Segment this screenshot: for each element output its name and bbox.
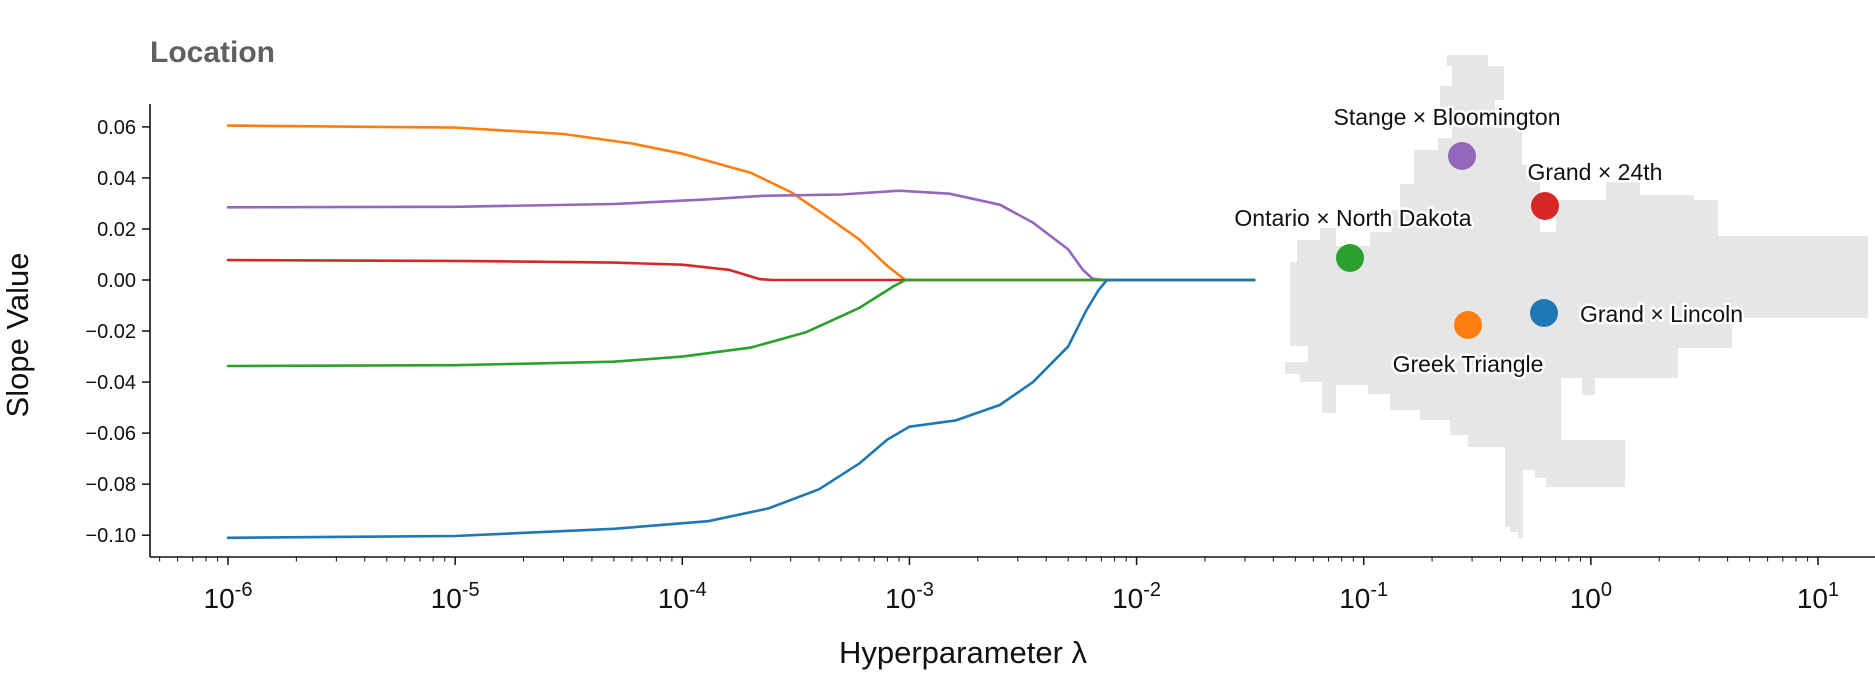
- x-tick-label: 101: [1797, 579, 1839, 614]
- location-label-ontario-north-dakota: Ontario × North Dakota: [1234, 205, 1471, 231]
- location-marker-grand-lincoln: [1530, 299, 1558, 327]
- chart-title: Location: [150, 36, 275, 69]
- y-tick-label: −0.02: [85, 321, 136, 343]
- x-axis-label: Hyperparameter λ: [839, 635, 1088, 670]
- y-tick-label: −0.06: [85, 423, 136, 445]
- location-label-greek-triangle: Greek Triangle: [1393, 351, 1544, 377]
- y-axis-label: Slope Value: [0, 253, 35, 418]
- series-line: [226, 124, 1256, 282]
- y-tick-label: 0.06: [97, 117, 136, 139]
- location-label-grand-lincoln: Grand × Lincoln: [1580, 301, 1743, 327]
- x-tick-label: 10-5: [431, 579, 480, 614]
- series-line: [226, 258, 1256, 282]
- x-tick-label: 10-1: [1339, 579, 1388, 614]
- x-tick-label: 10-2: [1112, 579, 1161, 614]
- y-ticks: −0.10 −0.08 −0.06 −0.04 −0.02 0.00 0.02 0.04 0.0…: [85, 117, 150, 547]
- series-line: [226, 278, 1256, 540]
- y-tick-label: −0.08: [85, 474, 136, 496]
- x-tick-label: 10-4: [658, 579, 707, 614]
- x-tick-label: 100: [1570, 579, 1612, 614]
- location-marker-grand-24th: [1531, 192, 1559, 220]
- y-tick-label: 0.00: [97, 270, 136, 292]
- x-tick-label: 10-6: [204, 579, 253, 614]
- location-marker-ontario-north-dakota: [1336, 244, 1364, 272]
- series-line: [226, 189, 1256, 282]
- location-marker-stange-bloomington: [1448, 142, 1476, 170]
- location-label-stange-bloomington: Stange × Bloomington: [1334, 104, 1561, 130]
- city-map-silhouette: [1285, 55, 1868, 538]
- series-line: [226, 278, 1256, 368]
- y-tick-label: −0.10: [85, 525, 136, 547]
- y-tick-label: 0.04: [97, 168, 136, 190]
- location-label-grand-24th: Grand × 24th: [1528, 159, 1663, 185]
- y-tick-label: −0.04: [85, 372, 136, 394]
- series-lines: [226, 124, 1256, 540]
- x-tick-label: 10-3: [885, 579, 934, 614]
- location-marker-greek-triangle: [1454, 311, 1482, 339]
- x-ticks: 10-6 10-5 10-4 10-3 10-2 10-1 100 101: [159, 557, 1839, 614]
- y-tick-label: 0.02: [97, 219, 136, 241]
